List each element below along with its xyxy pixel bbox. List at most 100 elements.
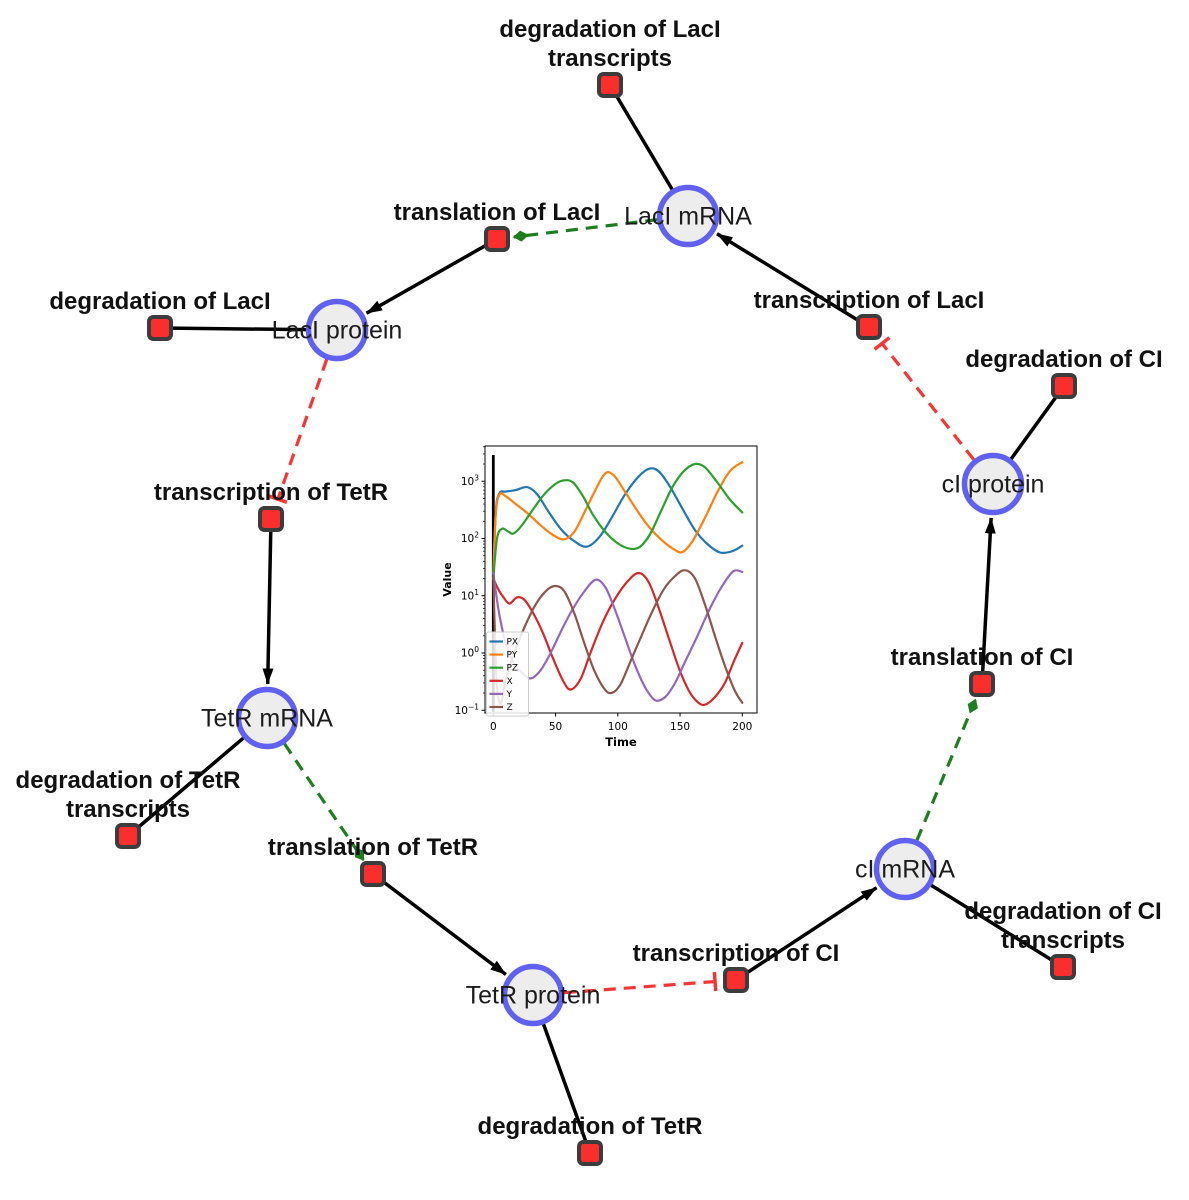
chart-axes-box (484, 445, 758, 714)
reaction-square-icon (258, 506, 284, 532)
species-circle-icon (656, 184, 720, 248)
edge-activation-ci-mrna-to-translation-of-ci (915, 698, 978, 841)
chart-legend: PX PY PZ XYZ (486, 631, 529, 717)
legend-label-px: PX (507, 638, 519, 648)
reaction-node-translation-of-tetr: translation of TetR (268, 834, 478, 887)
species-node-laci-mrna: LacI mRNA (624, 184, 752, 248)
reaction-label: translation of LacI (394, 199, 601, 226)
y-tick-label: 10−1 (455, 702, 480, 717)
reaction-node-transcription-of-tetr: transcription of TetR (154, 479, 388, 532)
species-label: TetR mRNA (201, 705, 333, 733)
reaction-label: transcripts (1001, 927, 1125, 954)
species-node-ci-mrna: cI mRNA (855, 837, 955, 901)
reaction-label: transcription of CI (633, 940, 840, 967)
reaction-label: degradation of TetR (478, 1113, 703, 1140)
legend-label-pz: PZ (507, 664, 519, 674)
edge-reactant-laci-protein-to-degradation-of-laci (159, 326, 307, 332)
series-line-pz (492, 462, 744, 580)
chart-background (437, 430, 777, 768)
reaction-square-icon (597, 72, 623, 98)
edge-inhibition-laci-protein-to-transcription-of-tetr (268, 358, 329, 504)
species-node-ci-protein: cI protein (942, 452, 1045, 516)
x-tick-label: 150 (670, 721, 690, 733)
reaction-square-icon (1050, 954, 1076, 980)
reaction-label: translation of TetR (268, 834, 478, 861)
reaction-square-icon (1051, 373, 1077, 399)
reaction-label: transcription of LacI (754, 287, 985, 314)
species-circle-icon (305, 298, 369, 362)
reaction-node-degradation-of-laci: degradation of LacI (49, 288, 271, 341)
reaction-node-translation-of-laci: translation of LacI (394, 199, 601, 252)
y-tick-label: 100 (461, 645, 479, 660)
x-tick-label: 50 (549, 721, 562, 733)
x-tick-label: 0 (490, 721, 497, 733)
x-axis-label: Time (605, 735, 637, 749)
edge-reactant-tetr-protein-to-degradation-of-tetr (541, 1023, 592, 1154)
reaction-square-icon (484, 226, 510, 252)
edge-reactant-tetr-mrna-to-degradation-of-tetr-transcripts (126, 736, 245, 838)
y-axis-label: Value (441, 562, 454, 596)
edge-product-transcription-of-tetr-to-tetr-mrna (262, 518, 274, 685)
edge-activation-tetr-mrna-to-translation-of-tetr (283, 742, 365, 861)
edge-reactant-ci-mrna-to-degradation-of-ci-transcripts (930, 883, 1064, 969)
edge-product-transcription-of-ci-to-ci-mrna (735, 886, 878, 982)
legend-label-z: Z (507, 703, 513, 713)
edge-product-translation-of-tetr-to-tetr-protein (371, 872, 507, 976)
edge-product-transcription-of-laci-to-laci-mrna (716, 232, 870, 329)
reaction-label: degradation of LacI (49, 288, 270, 315)
reaction-node-transcription-of-ci: transcription of CI (633, 940, 840, 993)
reaction-square-icon (577, 1140, 603, 1166)
species-label: LacI mRNA (624, 203, 752, 231)
species-label: LacI protein (272, 317, 403, 345)
y-tick-label: 102 (461, 531, 479, 546)
species-circle-icon (501, 963, 565, 1027)
species-label: TetR protein (466, 982, 601, 1010)
reaction-label: degradation of LacI (499, 16, 720, 43)
edge-activation-laci-mrna-to-translation-of-laci (512, 218, 658, 242)
series-line-py (492, 461, 744, 575)
edge-inhibition-tetr-protein-to-transcription-of-ci (563, 971, 718, 995)
reaction-square-icon (723, 967, 749, 993)
reaction-label: transcription of TetR (154, 479, 388, 506)
reaction-label: translation of CI (891, 644, 1074, 671)
y-tick-label: 103 (461, 473, 479, 488)
species-label: cI protein (942, 471, 1045, 499)
species-node-tetr-mrna: TetR mRNA (201, 686, 333, 750)
reaction-label: degradation of CI (965, 346, 1162, 373)
reaction-node-translation-of-ci: translation of CI (891, 644, 1074, 697)
species-circle-icon (873, 837, 937, 901)
edge-inhibition-ci-protein-to-transcription-of-laci (873, 336, 976, 461)
edge-product-translation-of-ci-to-ci-protein (980, 517, 996, 685)
species-node-tetr-protein: TetR protein (466, 963, 601, 1027)
reaction-node-degradation-of-tetr: degradation of TetR (478, 1113, 703, 1166)
reaction-label: transcripts (66, 796, 190, 823)
reaction-square-icon (147, 315, 173, 341)
reaction-label: degradation of CI (964, 898, 1161, 925)
x-tick-label: 100 (608, 721, 628, 733)
edge-reactant-laci-mrna-to-degradation-of-laci-transcripts (608, 84, 674, 191)
series-line-x (492, 571, 744, 707)
edges-layer (126, 84, 1066, 1154)
species-circle-icon (961, 452, 1025, 516)
reaction-square-icon (360, 861, 386, 887)
reaction-label: transcripts (548, 45, 672, 72)
y-tick-label: 101 (461, 588, 479, 603)
legend-label-py: PY (507, 651, 518, 661)
reaction-square-icon (856, 314, 882, 340)
species-nodes-layer: LacI mRNA LacI protein TetR mRNA TetR prote… (201, 184, 1045, 1027)
edge-product-translation-of-laci-to-laci-protein (365, 237, 498, 315)
reaction-node-degradation-of-ci: degradation of CI (965, 346, 1163, 399)
reaction-label: degradation of TetR (16, 767, 241, 794)
reaction-node-transcription-of-laci: transcription of LacI (754, 287, 985, 340)
species-circle-icon (235, 686, 299, 750)
species-node-laci-protein: LacI protein (272, 298, 403, 362)
reaction-square-icon (969, 671, 995, 697)
legend-label-x: X (507, 677, 513, 687)
legend-label-y: Y (506, 690, 513, 700)
species-label: cI mRNA (855, 856, 955, 884)
reaction-nodes-layer: degradation of LacItranscriptstranslatio… (16, 16, 1163, 1166)
